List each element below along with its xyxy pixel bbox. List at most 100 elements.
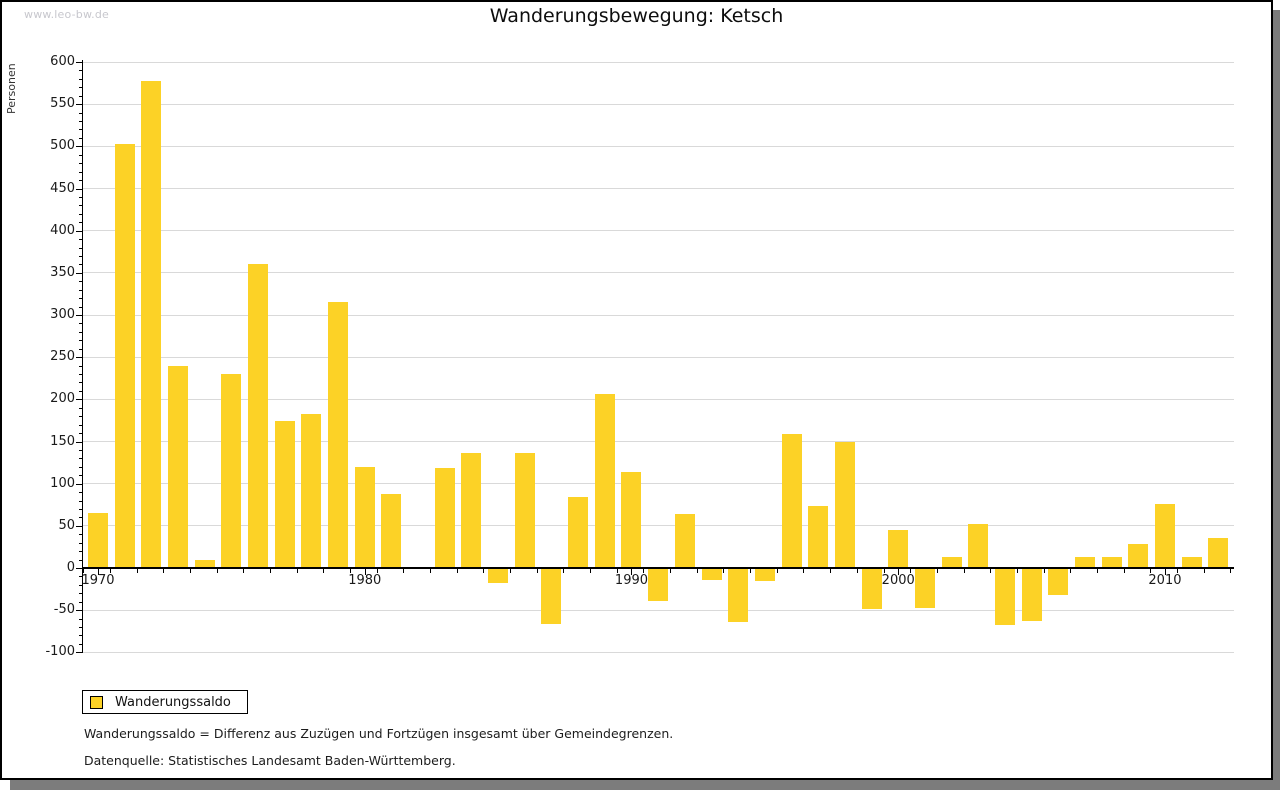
y-minor-tick	[79, 551, 82, 553]
y-minor-tick	[79, 542, 82, 544]
x-minor-tick	[1096, 569, 1098, 573]
x-minor-tick	[296, 569, 298, 573]
y-minor-tick	[79, 95, 82, 97]
bar-1990	[621, 471, 642, 568]
gridline-50	[83, 525, 1234, 527]
gridline-350	[83, 272, 1234, 274]
bar-1976	[248, 263, 269, 568]
footnote-source: Datenquelle: Statistisches Landesamt Bad…	[84, 753, 456, 768]
legend: Wanderungssaldo	[82, 690, 248, 714]
y-major-tick	[76, 230, 82, 232]
y-minor-tick	[79, 500, 82, 502]
gridline-400	[83, 230, 1234, 232]
bar-1985	[488, 568, 509, 584]
bar-2011	[1181, 557, 1202, 568]
y-minor-tick	[79, 298, 82, 300]
bar-1986	[514, 453, 535, 568]
x-minor-tick	[323, 569, 325, 573]
bar-1971	[114, 143, 135, 568]
y-tick-label: -100	[45, 644, 75, 660]
x-minor-tick	[670, 569, 672, 573]
x-minor-tick	[936, 569, 938, 573]
y-minor-tick	[79, 281, 82, 283]
bar-1999	[861, 568, 882, 610]
x-tick-label: 2010	[1148, 573, 1182, 588]
x-minor-tick	[1123, 569, 1125, 573]
x-minor-tick	[430, 569, 432, 573]
bar-1973	[168, 365, 189, 568]
bar-2008	[1101, 557, 1122, 568]
x-minor-tick	[1176, 569, 1178, 573]
x-minor-tick	[536, 569, 538, 573]
x-tick-label: 1990	[614, 573, 649, 588]
gridline-550	[83, 103, 1234, 105]
bar-2012	[1208, 537, 1229, 568]
x-minor-tick	[270, 569, 272, 573]
x-minor-tick	[1016, 569, 1018, 573]
y-minor-tick	[79, 618, 82, 620]
migration-bar-chart: -100 -50 0 50 100 150 200 250 300 350 400 450 500 550…	[2, 2, 1271, 778]
x-decade-tick	[898, 569, 900, 575]
y-minor-tick	[79, 213, 82, 215]
x-minor-tick	[1150, 569, 1152, 573]
y-axis-line	[82, 60, 83, 654]
gridline-300	[83, 314, 1234, 316]
y-tick-label: 150	[50, 433, 75, 449]
x-decade-tick	[98, 569, 99, 575]
bar-1997	[808, 505, 829, 568]
bar-2007	[1074, 557, 1095, 568]
y-major-tick	[76, 610, 82, 612]
x-minor-tick	[1203, 569, 1205, 573]
bar-1974	[194, 559, 215, 568]
bar-1987	[541, 568, 562, 624]
y-major-tick	[76, 441, 82, 443]
y-minor-tick	[79, 407, 82, 409]
bar-2006	[1048, 568, 1069, 595]
bar-2005	[1021, 568, 1042, 622]
y-minor-tick	[79, 222, 82, 224]
y-minor-tick	[79, 247, 82, 249]
bar-1994	[728, 568, 749, 622]
y-minor-tick	[79, 365, 82, 367]
bar-1992	[674, 514, 695, 568]
gridline-450	[83, 188, 1234, 189]
y-major-tick	[76, 483, 82, 485]
y-minor-tick	[79, 517, 82, 519]
bar-2000	[888, 530, 909, 568]
y-tick-label: 400	[50, 222, 75, 238]
x-minor-tick	[350, 569, 352, 573]
x-minor-tick	[1043, 569, 1045, 573]
x-minor-tick	[856, 569, 858, 573]
bar-2001	[914, 568, 935, 608]
y-minor-tick	[79, 584, 82, 586]
y-minor-tick	[79, 255, 82, 257]
y-minor-tick	[79, 601, 82, 603]
x-tick-label: 1980	[348, 573, 382, 588]
bar-1998	[834, 441, 855, 568]
y-major-tick	[76, 104, 82, 106]
legend-swatch	[90, 695, 103, 709]
bar-1988	[568, 497, 589, 568]
x-tick-label: 1970	[81, 573, 115, 588]
y-minor-tick	[79, 180, 82, 182]
x-minor-tick	[616, 569, 618, 573]
y-major-tick	[76, 62, 82, 64]
y-minor-tick	[79, 593, 82, 595]
y-minor-tick	[79, 289, 82, 291]
bar-2004	[994, 568, 1015, 625]
y-minor-tick	[79, 433, 82, 435]
gridline-250	[83, 356, 1234, 358]
gridline-500	[83, 145, 1234, 147]
gridline--100	[83, 651, 1234, 653]
y-tick-label: 300	[50, 307, 75, 322]
x-minor-tick	[696, 569, 698, 573]
bar-1983	[434, 467, 455, 568]
gridline-200	[83, 398, 1234, 400]
y-minor-tick	[79, 171, 82, 173]
x-minor-tick	[723, 569, 725, 573]
x-minor-tick	[590, 569, 592, 573]
y-minor-tick	[79, 331, 82, 333]
bar-1996	[781, 433, 802, 568]
x-minor-tick	[403, 569, 405, 573]
